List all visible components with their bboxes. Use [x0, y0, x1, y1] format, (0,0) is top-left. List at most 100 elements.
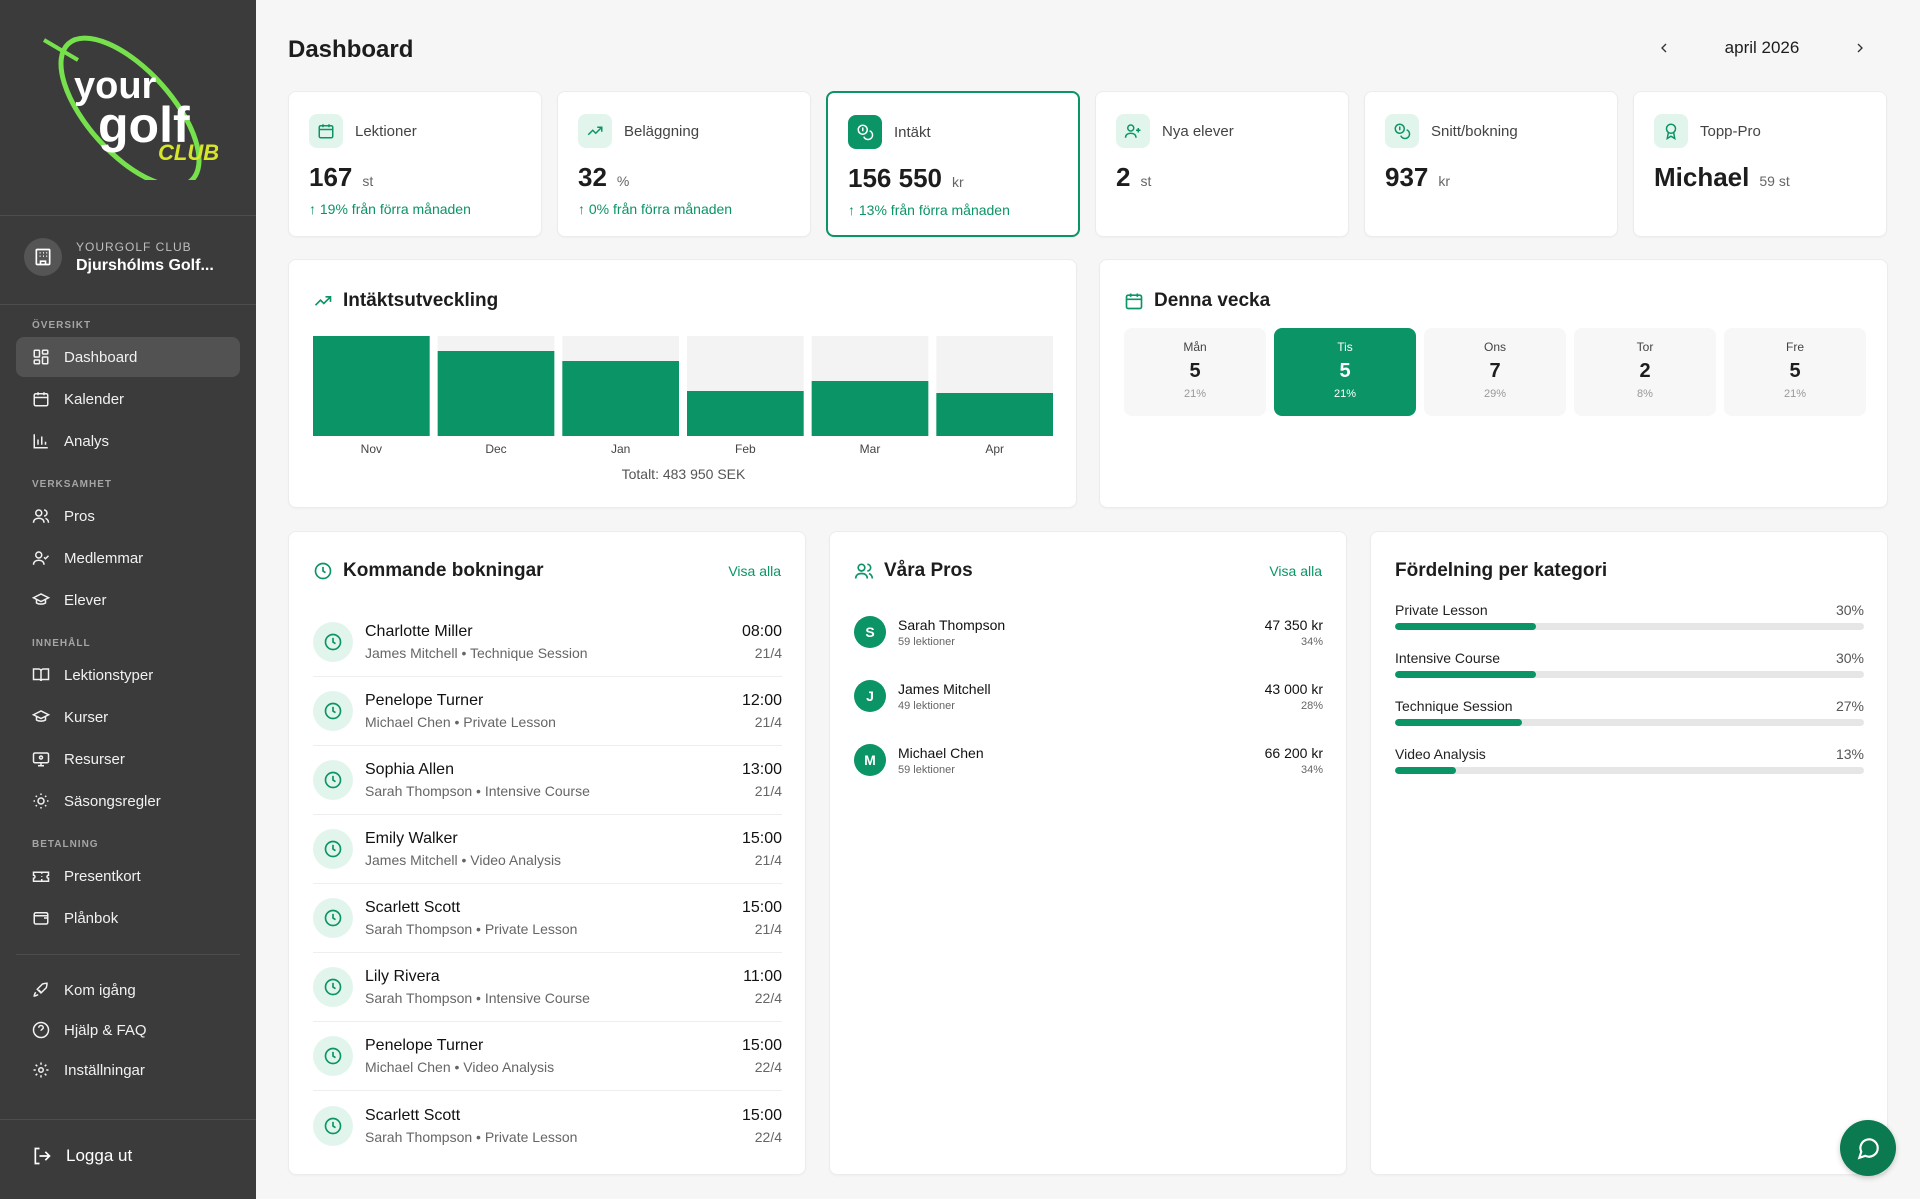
sidebar-item-settings[interactable]: Inställningar — [16, 1050, 240, 1090]
booking-row[interactable]: Scarlett Scott Sarah Thompson • Private L… — [313, 1091, 782, 1160]
stat-card-lessons[interactable]: Lektioner 167 st ↑ 19% från förra månaden — [288, 91, 542, 237]
pro-row[interactable]: J James Mitchell 49 lektioner 43 000 kr 28% — [854, 676, 1323, 716]
booking-row[interactable]: Charlotte Miller James Mitchell • Techniq… — [313, 608, 782, 677]
stat-label: Beläggning — [624, 122, 700, 140]
sidebar-item-members[interactable]: Medlemmar — [16, 538, 240, 578]
section-business: VERKSAMHET — [32, 479, 113, 490]
x-tick-label: Mar — [859, 442, 881, 456]
day-pct: 8% — [1637, 388, 1653, 400]
revenue-bar-jan[interactable] — [562, 361, 679, 436]
avatar: J — [854, 680, 886, 712]
day-thu[interactable]: Tor 2 8% — [1574, 328, 1716, 416]
pro-name: Sarah Thompson — [898, 616, 1006, 633]
revenue-chart-card: Intäktsutveckling Nov Dec Jan Feb Mar Apr Tot… — [288, 259, 1077, 508]
sidebar: your golf CLUB YOURGOLF CLUB Djurshólms … — [0, 0, 256, 1199]
revenue-title: Intäktsutveckling — [343, 290, 499, 311]
day-wed[interactable]: Ons 7 29% — [1424, 328, 1566, 416]
logout-button[interactable]: Logga ut — [32, 1146, 132, 1166]
graduation-cap-icon — [32, 710, 50, 722]
sidebar-item-gift-cards[interactable]: Presentkort — [16, 856, 240, 896]
booking-student: Scarlett Scott — [365, 899, 461, 916]
category-percent: 13% — [1835, 746, 1864, 762]
booking-date: 21/4 — [754, 714, 782, 730]
sidebar-item-wallet[interactable]: Plånbok — [16, 898, 240, 938]
day-mon[interactable]: Mån 5 21% — [1124, 328, 1266, 416]
bookings-view-all-link[interactable]: Visa alla — [728, 563, 781, 579]
pro-amount: 66 200 kr — [1264, 744, 1323, 761]
stat-value: 32 — [578, 162, 607, 192]
sidebar-item-students[interactable]: Elever — [16, 580, 240, 620]
booking-time: 15:00 — [741, 830, 782, 847]
revenue-total: Totalt: 483 950 SEK — [621, 466, 746, 482]
booking-student: Penelope Turner — [365, 692, 484, 709]
category-distribution-card: Fördelning per kategori Private Lesson 30… — [1370, 531, 1888, 1175]
club-name: Djurshólms Golf... — [76, 256, 214, 274]
booking-row[interactable]: Penelope Turner Michael Chen • Video Anal… — [313, 1022, 782, 1091]
chevron-right-icon — [1857, 43, 1863, 53]
stat-card-new-students[interactable]: Nya elever 2 st — [1095, 91, 1349, 237]
day-name: Tor — [1636, 340, 1654, 354]
booking-details: Sarah Thompson • Intensive Course — [365, 990, 590, 1006]
sidebar-item-get-started[interactable]: Kom igång — [16, 970, 240, 1010]
booking-row[interactable]: Scarlett Scott Sarah Thompson • Private L… — [313, 884, 782, 953]
stat-label: Topp-Pro — [1700, 122, 1761, 140]
sidebar-item-courses[interactable]: Kurser — [16, 697, 240, 737]
booking-time: 12:00 — [741, 692, 782, 709]
stat-value: 167 — [309, 162, 353, 192]
x-tick-label: Jan — [610, 442, 631, 456]
revenue-bar-mar[interactable] — [811, 381, 929, 436]
stat-card-top-pro[interactable]: Topp-Pro Michael 59 st — [1633, 91, 1887, 237]
award-icon — [1654, 114, 1688, 148]
booking-row[interactable]: Lily Rivera Sarah Thompson • Intensive Co… — [313, 953, 782, 1022]
stat-card-revenue[interactable]: Intäkt 156 550 kr ↑ 13% från förra månade… — [826, 91, 1080, 237]
pros-card: Våra Pros Visa alla S Sarah Thompson 59 le… — [829, 531, 1347, 1175]
sidebar-item-pros[interactable]: Pros — [16, 496, 240, 536]
clock-icon — [313, 1105, 353, 1146]
bookings-title: Kommande bokningar — [343, 560, 544, 581]
trend-up-icon — [314, 296, 332, 306]
revenue-bar-nov[interactable] — [313, 336, 430, 436]
stat-card-avg-booking[interactable]: Snitt/bokning 937 kr — [1364, 91, 1618, 237]
booking-time: 11:00 — [743, 968, 782, 985]
day-fri[interactable]: Fre 5 21% — [1724, 328, 1866, 416]
booking-student: Emily Walker — [365, 830, 458, 847]
sidebar-label-get-started: Kom igång — [64, 981, 136, 999]
club-selector[interactable]: YOURGOLF CLUB Djurshólms Golf... — [24, 238, 214, 276]
stat-value: Michael — [1654, 162, 1750, 192]
sidebar-item-analysis[interactable]: Analys — [16, 421, 240, 461]
next-month-button[interactable] — [1848, 36, 1872, 60]
sidebar-item-season-rules[interactable]: Säsongsregler — [16, 781, 240, 821]
revenue-bar-feb[interactable] — [687, 391, 804, 436]
prev-month-button[interactable] — [1652, 36, 1676, 60]
sidebar-item-calendar[interactable]: Kalender — [16, 379, 240, 419]
booking-row[interactable]: Penelope Turner Michael Chen • Private Le… — [313, 677, 782, 746]
stat-unit: 59 st — [1759, 173, 1790, 189]
sidebar-item-resources[interactable]: Resurser — [16, 739, 240, 779]
stat-unit: st — [362, 173, 374, 189]
sidebar-label-pros: Pros — [64, 507, 95, 525]
category-title: Fördelning per kategori — [1395, 560, 1608, 581]
day-tue[interactable]: Tis 5 21% — [1274, 328, 1416, 416]
graduation-cap-icon — [32, 593, 50, 605]
booking-row[interactable]: Sophia Allen Sarah Thompson • Intensive C… — [313, 746, 782, 815]
pros-view-all-link[interactable]: Visa alla — [1269, 563, 1322, 579]
sidebar-item-dashboard[interactable]: Dashboard — [16, 337, 240, 377]
revenue-bar-apr[interactable] — [936, 393, 1053, 436]
pro-name: Michael Chen — [898, 744, 984, 761]
day-count: 5 — [1339, 360, 1351, 382]
clock-icon — [313, 1036, 353, 1076]
pro-row[interactable]: S Sarah Thompson 59 lektioner 47 350 kr 34% — [854, 612, 1323, 652]
booking-student: Lily Rivera — [365, 968, 440, 985]
sidebar-item-lesson-types[interactable]: Lektionstyper — [16, 655, 240, 695]
chevron-left-icon — [1661, 43, 1667, 53]
logout-label: Logga ut — [66, 1146, 133, 1165]
chat-button[interactable] — [1840, 1120, 1896, 1176]
stat-card-occupancy[interactable]: Beläggning 32% ↑ 0% från förra månaden — [557, 91, 811, 237]
pro-row[interactable]: M Michael Chen 59 lektioner 66 200 kr 34% — [854, 740, 1323, 780]
category-name: Intensive Course — [1395, 650, 1501, 666]
yourgolf-logo[interactable]: your golf CLUB — [38, 30, 218, 180]
day-pct: 21% — [1333, 388, 1357, 400]
revenue-bar-dec[interactable] — [437, 351, 555, 436]
sidebar-item-help[interactable]: Hjälp & FAQ — [16, 1010, 240, 1050]
booking-row[interactable]: Emily Walker James Mitchell • Video Analy… — [313, 815, 782, 884]
